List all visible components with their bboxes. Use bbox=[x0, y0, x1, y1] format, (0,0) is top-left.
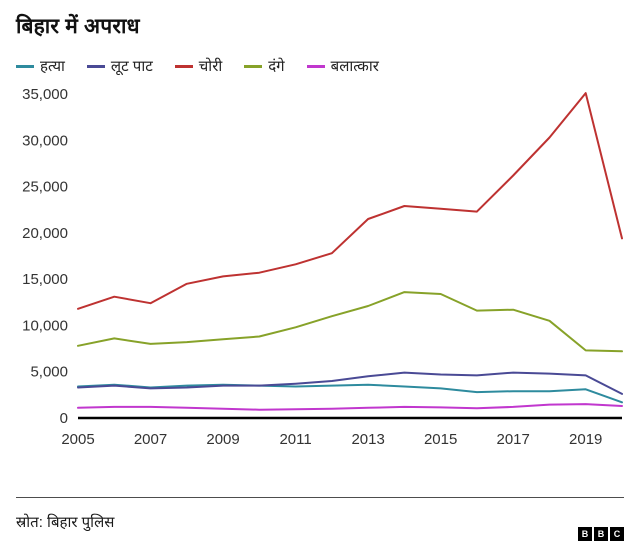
svg-text:20,000: 20,000 bbox=[22, 225, 68, 242]
svg-text:30,000: 30,000 bbox=[22, 132, 68, 149]
chart-svg: 0 5,000 10,000 15,000 20,000 25,000 30,000 35,0… bbox=[22, 86, 623, 448]
svg-text:2007: 2007 bbox=[134, 431, 167, 448]
svg-text:0: 0 bbox=[60, 410, 68, 427]
legend-swatch-theft bbox=[174, 64, 193, 68]
svg-text:2013: 2013 bbox=[351, 431, 384, 448]
legend-label: बलात्कार bbox=[330, 58, 379, 75]
page-title: बिहार में अपराध bbox=[16, 15, 140, 38]
bbc-logo-block: C bbox=[610, 527, 624, 541]
svg-text:2017: 2017 bbox=[497, 431, 530, 448]
legend-item-rape: बलात्कार bbox=[306, 56, 379, 76]
bbc-logo-block: B bbox=[578, 527, 592, 541]
legend-swatch-robbery bbox=[86, 64, 105, 68]
header: बिहार में अपराध bbox=[0, 0, 640, 42]
svg-text:2009: 2009 bbox=[206, 431, 239, 448]
chart-area: 0 5,000 10,000 15,000 20,000 25,000 30,000 35,0… bbox=[0, 76, 640, 462]
legend-label: दंगे bbox=[268, 58, 285, 75]
svg-text:15,000: 15,000 bbox=[22, 271, 68, 288]
legend-item-robbery: लूट पाट bbox=[86, 56, 153, 76]
legend-item-theft: चोरी bbox=[174, 56, 223, 76]
svg-text:2019: 2019 bbox=[569, 431, 602, 448]
svg-text:2005: 2005 bbox=[61, 431, 94, 448]
svg-text:2015: 2015 bbox=[424, 431, 457, 448]
legend-label: हत्या bbox=[40, 58, 65, 75]
svg-text:25,000: 25,000 bbox=[22, 179, 68, 196]
footer: स्रोत: बिहार पुलिस B B C bbox=[16, 497, 624, 551]
legend-label: चोरी bbox=[198, 58, 223, 75]
legend-item-murder: हत्या bbox=[16, 56, 65, 76]
bbc-logo-block: B bbox=[594, 527, 608, 541]
bbc-logo: B B C bbox=[578, 527, 624, 541]
legend-label: लूट पाट bbox=[110, 58, 153, 75]
legend-swatch-riots bbox=[244, 64, 263, 68]
legend: हत्या लूट पाट चोरी दंगे बलात्कार bbox=[0, 42, 640, 76]
legend-item-riots: दंगे bbox=[244, 56, 285, 76]
source-text: स्रोत: बिहार पुलिस bbox=[16, 514, 115, 531]
svg-text:2011: 2011 bbox=[279, 431, 311, 448]
legend-swatch-rape bbox=[306, 64, 325, 68]
svg-text:35,000: 35,000 bbox=[22, 86, 68, 103]
legend-swatch-murder bbox=[16, 64, 34, 68]
svg-text:5,000: 5,000 bbox=[30, 364, 68, 381]
svg-text:10,000: 10,000 bbox=[22, 317, 68, 334]
